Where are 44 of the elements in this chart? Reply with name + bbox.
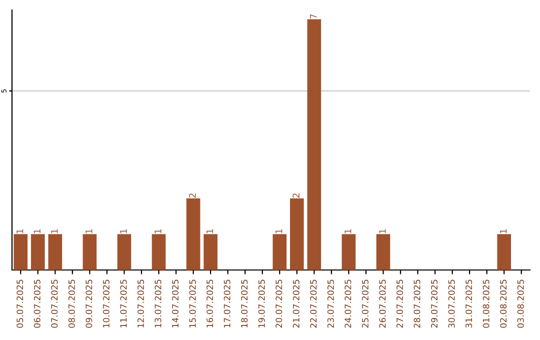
data-label: 1 (34, 229, 40, 234)
x-tick-label: 28.07.2025 (414, 280, 420, 328)
x-tick-label: 26.07.2025 (379, 280, 386, 328)
x-tick-label: 15.07.2025 (189, 280, 196, 328)
x-tick-label: 02.08.2025 (500, 280, 507, 328)
x-tick-label: 29.07.2025 (431, 280, 438, 328)
x-tick-label: 05.07.2025 (16, 280, 24, 328)
x-tick-label: 25.07.2025 (362, 280, 368, 328)
data-label: 1 (51, 229, 58, 234)
data-label: 1 (500, 229, 507, 234)
x-tick-label: 21.07.2025 (292, 280, 300, 328)
data-label: 1 (379, 229, 386, 234)
x-tick-label: 19.07.2025 (258, 280, 265, 328)
x-tick-label: 31.07.2025 (466, 280, 472, 328)
data-label: 7 (310, 14, 317, 19)
data-label: 1 (276, 229, 282, 234)
data-label: 1 (154, 229, 162, 234)
data-label: 2 (189, 194, 196, 198)
x-tick-label: 13.07.2025 (154, 280, 162, 328)
x-tick-label: 16.07.2025 (206, 280, 214, 328)
x-tick-label: 18.07.2025 (241, 280, 248, 328)
x-tick-label: 14.07.2025 (172, 280, 179, 328)
x-tick-label: 03.08.2025 (517, 280, 524, 328)
x-tick-label: 24.07.2025 (344, 280, 352, 328)
data-label: 1 (86, 229, 92, 234)
x-tick-label: 20.07.2025 (276, 280, 282, 328)
x-tick-label: 06.07.2025 (34, 280, 40, 328)
x-tick-label: 22.07.2025 (310, 280, 317, 328)
x-tick-label: 01.08.2025 (482, 280, 490, 328)
data-label: 2 (292, 194, 300, 198)
x-tick-label: 07.07.2025 (51, 280, 58, 328)
x-tick-label: 27.07.2025 (396, 280, 403, 328)
data-label: 1 (344, 229, 352, 234)
x-tick-label: 23.07.2025 (327, 280, 334, 328)
x-tick-label: 12.07.2025 (137, 280, 144, 328)
x-tick-label: 08.07.2025 (68, 280, 75, 328)
x-tick-label: 11.07.2025 (120, 280, 127, 328)
data-label: 1 (206, 229, 214, 234)
x-tick-label: 09.07.2025 (86, 280, 92, 328)
data-label: 1 (16, 229, 24, 234)
data-label: 1 (120, 229, 127, 234)
x-tick-label: 17.07.2025 (224, 280, 230, 328)
x-tick-label: 30.07.2025 (448, 280, 455, 328)
x-tick-label: 10.07.2025 (102, 280, 110, 328)
